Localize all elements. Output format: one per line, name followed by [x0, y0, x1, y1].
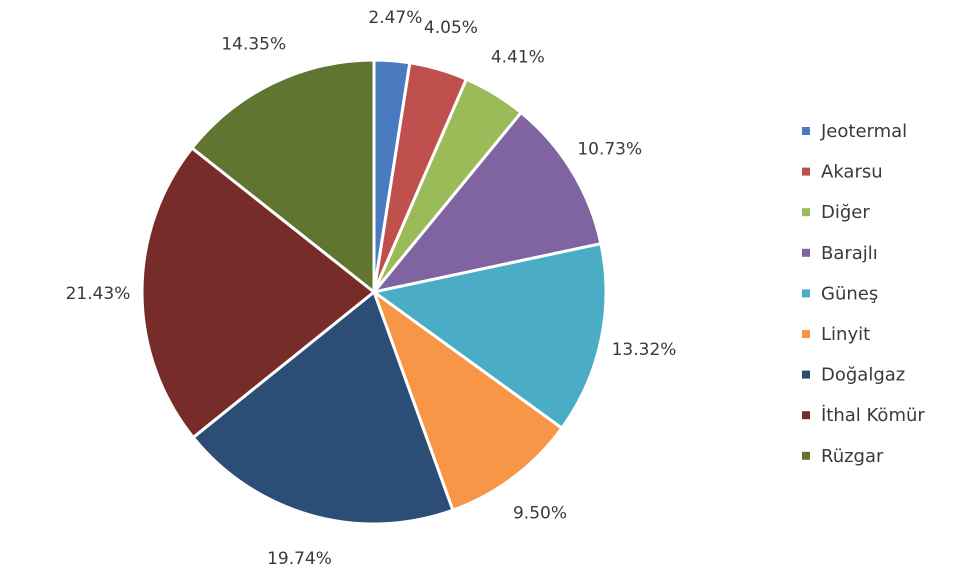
legend-swatch-ithal-komur — [802, 411, 810, 420]
pie-slice-gunes — [372, 242, 608, 430]
data-label-jeotermal: 2.47% — [368, 8, 422, 28]
pie-slices — [140, 58, 608, 526]
legend-label-linyit: Linyit — [821, 324, 870, 345]
legend-swatch-ruzgar — [802, 451, 810, 460]
data-label-akarsu: 4.05% — [424, 18, 478, 38]
pie-slice-ithal-komur — [140, 146, 376, 439]
pie-labels: 2.47%4.05% 4.41% 10.73% 13.32% 9.50% 19.74% 21… — [66, 8, 677, 569]
legend-label-barajli: Barajlı — [821, 243, 878, 264]
pie-slice-linyit — [372, 290, 564, 512]
legend-label-akarsu: Akarsu — [821, 162, 883, 183]
legend-label-ithal-komur: İthal Kömür — [821, 405, 925, 426]
legend-swatch-dogalgaz — [802, 370, 810, 379]
pie-slice-barajli — [372, 111, 603, 294]
pie-slice-ruzgar — [190, 58, 376, 294]
legend-swatch-jeotermal — [802, 127, 810, 135]
data-label-gunes: 13.32% — [612, 340, 677, 360]
data-label-ruzgar: 14.35% — [221, 35, 286, 55]
data-label-dogalgaz: 19.74% — [267, 549, 332, 569]
legend-label-jeotermal: Jeotermal — [820, 121, 907, 142]
legend-label-gunes: Güneş — [821, 283, 878, 304]
data-label-diger: 4.41% — [491, 47, 545, 67]
legend-swatch-diger — [802, 208, 810, 217]
data-label-linyit: 9.50% — [513, 504, 567, 524]
legend: Jeotermal Akarsu Diğer Barajlı Güneş Linyit Do… — [802, 121, 925, 467]
legend-swatch-linyit — [802, 330, 810, 338]
legend-label-ruzgar: Rüzgar — [821, 446, 884, 467]
data-label-ithal-komur: 21.43% — [66, 284, 131, 304]
legend-label-dogalgaz: Doğalgaz — [821, 365, 905, 386]
pie-slice-dogalgaz — [191, 290, 455, 526]
legend-swatch-barajli — [802, 248, 810, 257]
data-label-barajli: 10.73% — [577, 139, 642, 159]
legend-swatch-gunes — [802, 289, 810, 298]
legend-label-diger: Diğer — [821, 202, 870, 223]
legend-swatch-akarsu — [802, 167, 810, 176]
